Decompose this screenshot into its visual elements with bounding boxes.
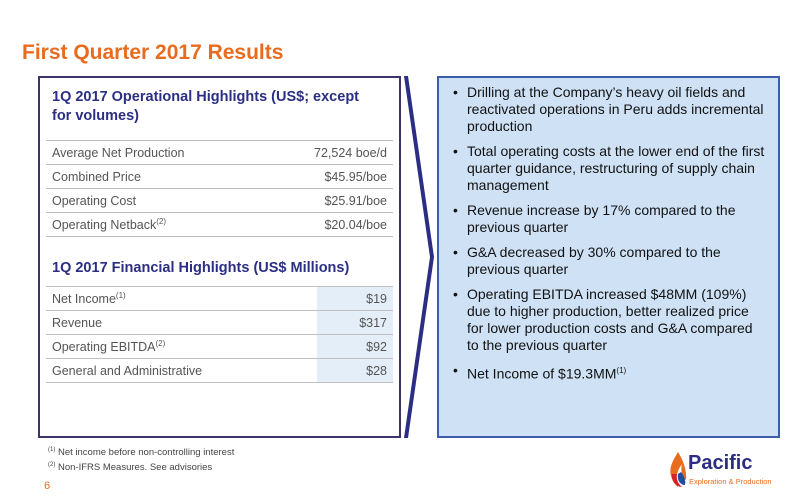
flame-drop-icon <box>670 452 687 487</box>
footnote-marker: (1) <box>616 366 627 375</box>
row-label: Average Net Production <box>46 140 271 165</box>
page-title: First Quarter 2017 Results <box>22 41 284 64</box>
bullet-icon: • <box>453 286 458 302</box>
row-label: Operating Cost <box>46 188 271 213</box>
list-item: • Operating EBITDA increased $48MM (109%)… <box>453 286 768 354</box>
table-row: Operating EBITDA(2) $92 <box>46 334 393 359</box>
bullet-icon: • <box>453 362 458 378</box>
row-value: $19 <box>317 286 393 311</box>
bullet-icon: • <box>453 84 458 100</box>
footnote-text: Net income before non-controlling intere… <box>55 447 235 459</box>
row-value: 72,524 boe/d <box>271 140 393 165</box>
footnote: (2) Non-IFRS Measures. See advisories <box>48 459 234 474</box>
row-label: Combined Price <box>46 164 271 189</box>
row-label-text: General and Administrative <box>52 363 203 378</box>
list-item: • G&A decreased by 30% compared to the pr… <box>453 244 768 278</box>
row-value: $20.04/boe <box>271 212 393 237</box>
bullet-text: G&A decreased by 30% compared to the pre… <box>467 244 721 277</box>
bullet-text: Total operating costs at the lower end o… <box>467 143 765 193</box>
logo-tagline: Exploration & Production <box>689 477 772 486</box>
chevron-right-icon <box>404 76 434 438</box>
row-label: Net Income(1) <box>46 286 317 311</box>
footnote-marker: (2) <box>155 338 166 348</box>
table-row: Revenue $317 <box>46 310 393 335</box>
row-label: Operating Netback(2) <box>46 212 271 237</box>
row-value: $92 <box>317 334 393 359</box>
bullet-text: Operating EBITDA increased $48MM (109%) … <box>467 286 753 353</box>
footnotes: (1) Net income before non-controlling in… <box>48 444 234 474</box>
footnote-marker: (2) <box>48 462 56 469</box>
financial-highlights-heading: 1Q 2017 Financial Highlights (US$ Millio… <box>52 260 350 276</box>
row-label-text: Operating Netback <box>52 218 157 233</box>
bullet-icon: • <box>453 143 458 159</box>
list-item: • Revenue increase by 17% compared to the… <box>453 202 768 236</box>
table-row: Operating Netback(2) $20.04/boe <box>46 212 393 237</box>
bullet-text: Net Income of $19.3MM <box>467 365 617 382</box>
footnote-marker: (1) <box>115 290 126 300</box>
row-label-text: Combined Price <box>52 169 141 184</box>
row-label: Revenue <box>46 310 317 335</box>
footnote-marker: (2) <box>156 216 167 226</box>
bullet-icon: • <box>453 244 458 260</box>
table-row: Average Net Production 72,524 boe/d <box>46 140 393 165</box>
row-label-text: Operating Cost <box>52 193 137 208</box>
list-item: • Total operating costs at the lower end … <box>453 143 768 194</box>
highlights-panel: 1Q 2017 Operational Highlights (US$; exc… <box>38 76 401 438</box>
row-value: $28 <box>317 358 393 383</box>
company-logo: Pacific Exploration & Production <box>668 448 792 494</box>
operational-highlights-heading: 1Q 2017 Operational Highlights (US$; exc… <box>52 89 359 124</box>
logo-name: Pacific <box>688 452 753 474</box>
page-number: 6 <box>44 480 51 492</box>
table-row: Operating Cost $25.91/boe <box>46 188 393 213</box>
table-row: Combined Price $45.95/boe <box>46 164 393 189</box>
row-label-text: Revenue <box>52 315 103 330</box>
row-label-text: Average Net Production <box>52 145 185 160</box>
table-row: General and Administrative $28 <box>46 358 393 383</box>
table-row: Net Income(1) $19 <box>46 286 393 311</box>
footnote: (1) Net income before non-controlling in… <box>48 444 234 459</box>
list-item: • Net Income of $19.3MM(1) <box>453 362 768 383</box>
row-label: General and Administrative <box>46 358 317 383</box>
bullet-text: Revenue increase by 17% compared to the … <box>467 202 736 235</box>
row-value: $317 <box>317 310 393 335</box>
row-value: $45.95/boe <box>271 164 393 189</box>
summary-panel: • Drilling at the Company’s heavy oil fie… <box>437 76 780 438</box>
operational-highlights-table: Average Net Production 72,524 boe/d Combin… <box>46 140 393 237</box>
footnote-text: Non-IFRS Measures. See advisories <box>55 462 213 474</box>
row-label: Operating EBITDA(2) <box>46 334 317 359</box>
row-label-text: Operating EBITDA <box>52 340 156 355</box>
bullet-icon: • <box>453 202 458 218</box>
financial-highlights-table: Net Income(1) $19 Revenue $317 Operating EBI… <box>46 286 393 383</box>
bullet-text: Drilling at the Company’s heavy oil fiel… <box>467 84 764 134</box>
summary-bullet-list: • Drilling at the Company’s heavy oil fie… <box>439 78 778 383</box>
row-label-text: Net Income <box>52 292 116 307</box>
footnote-marker: (1) <box>48 447 56 453</box>
list-item: • Drilling at the Company’s heavy oil fie… <box>453 84 768 135</box>
row-value: $25.91/boe <box>271 188 393 213</box>
